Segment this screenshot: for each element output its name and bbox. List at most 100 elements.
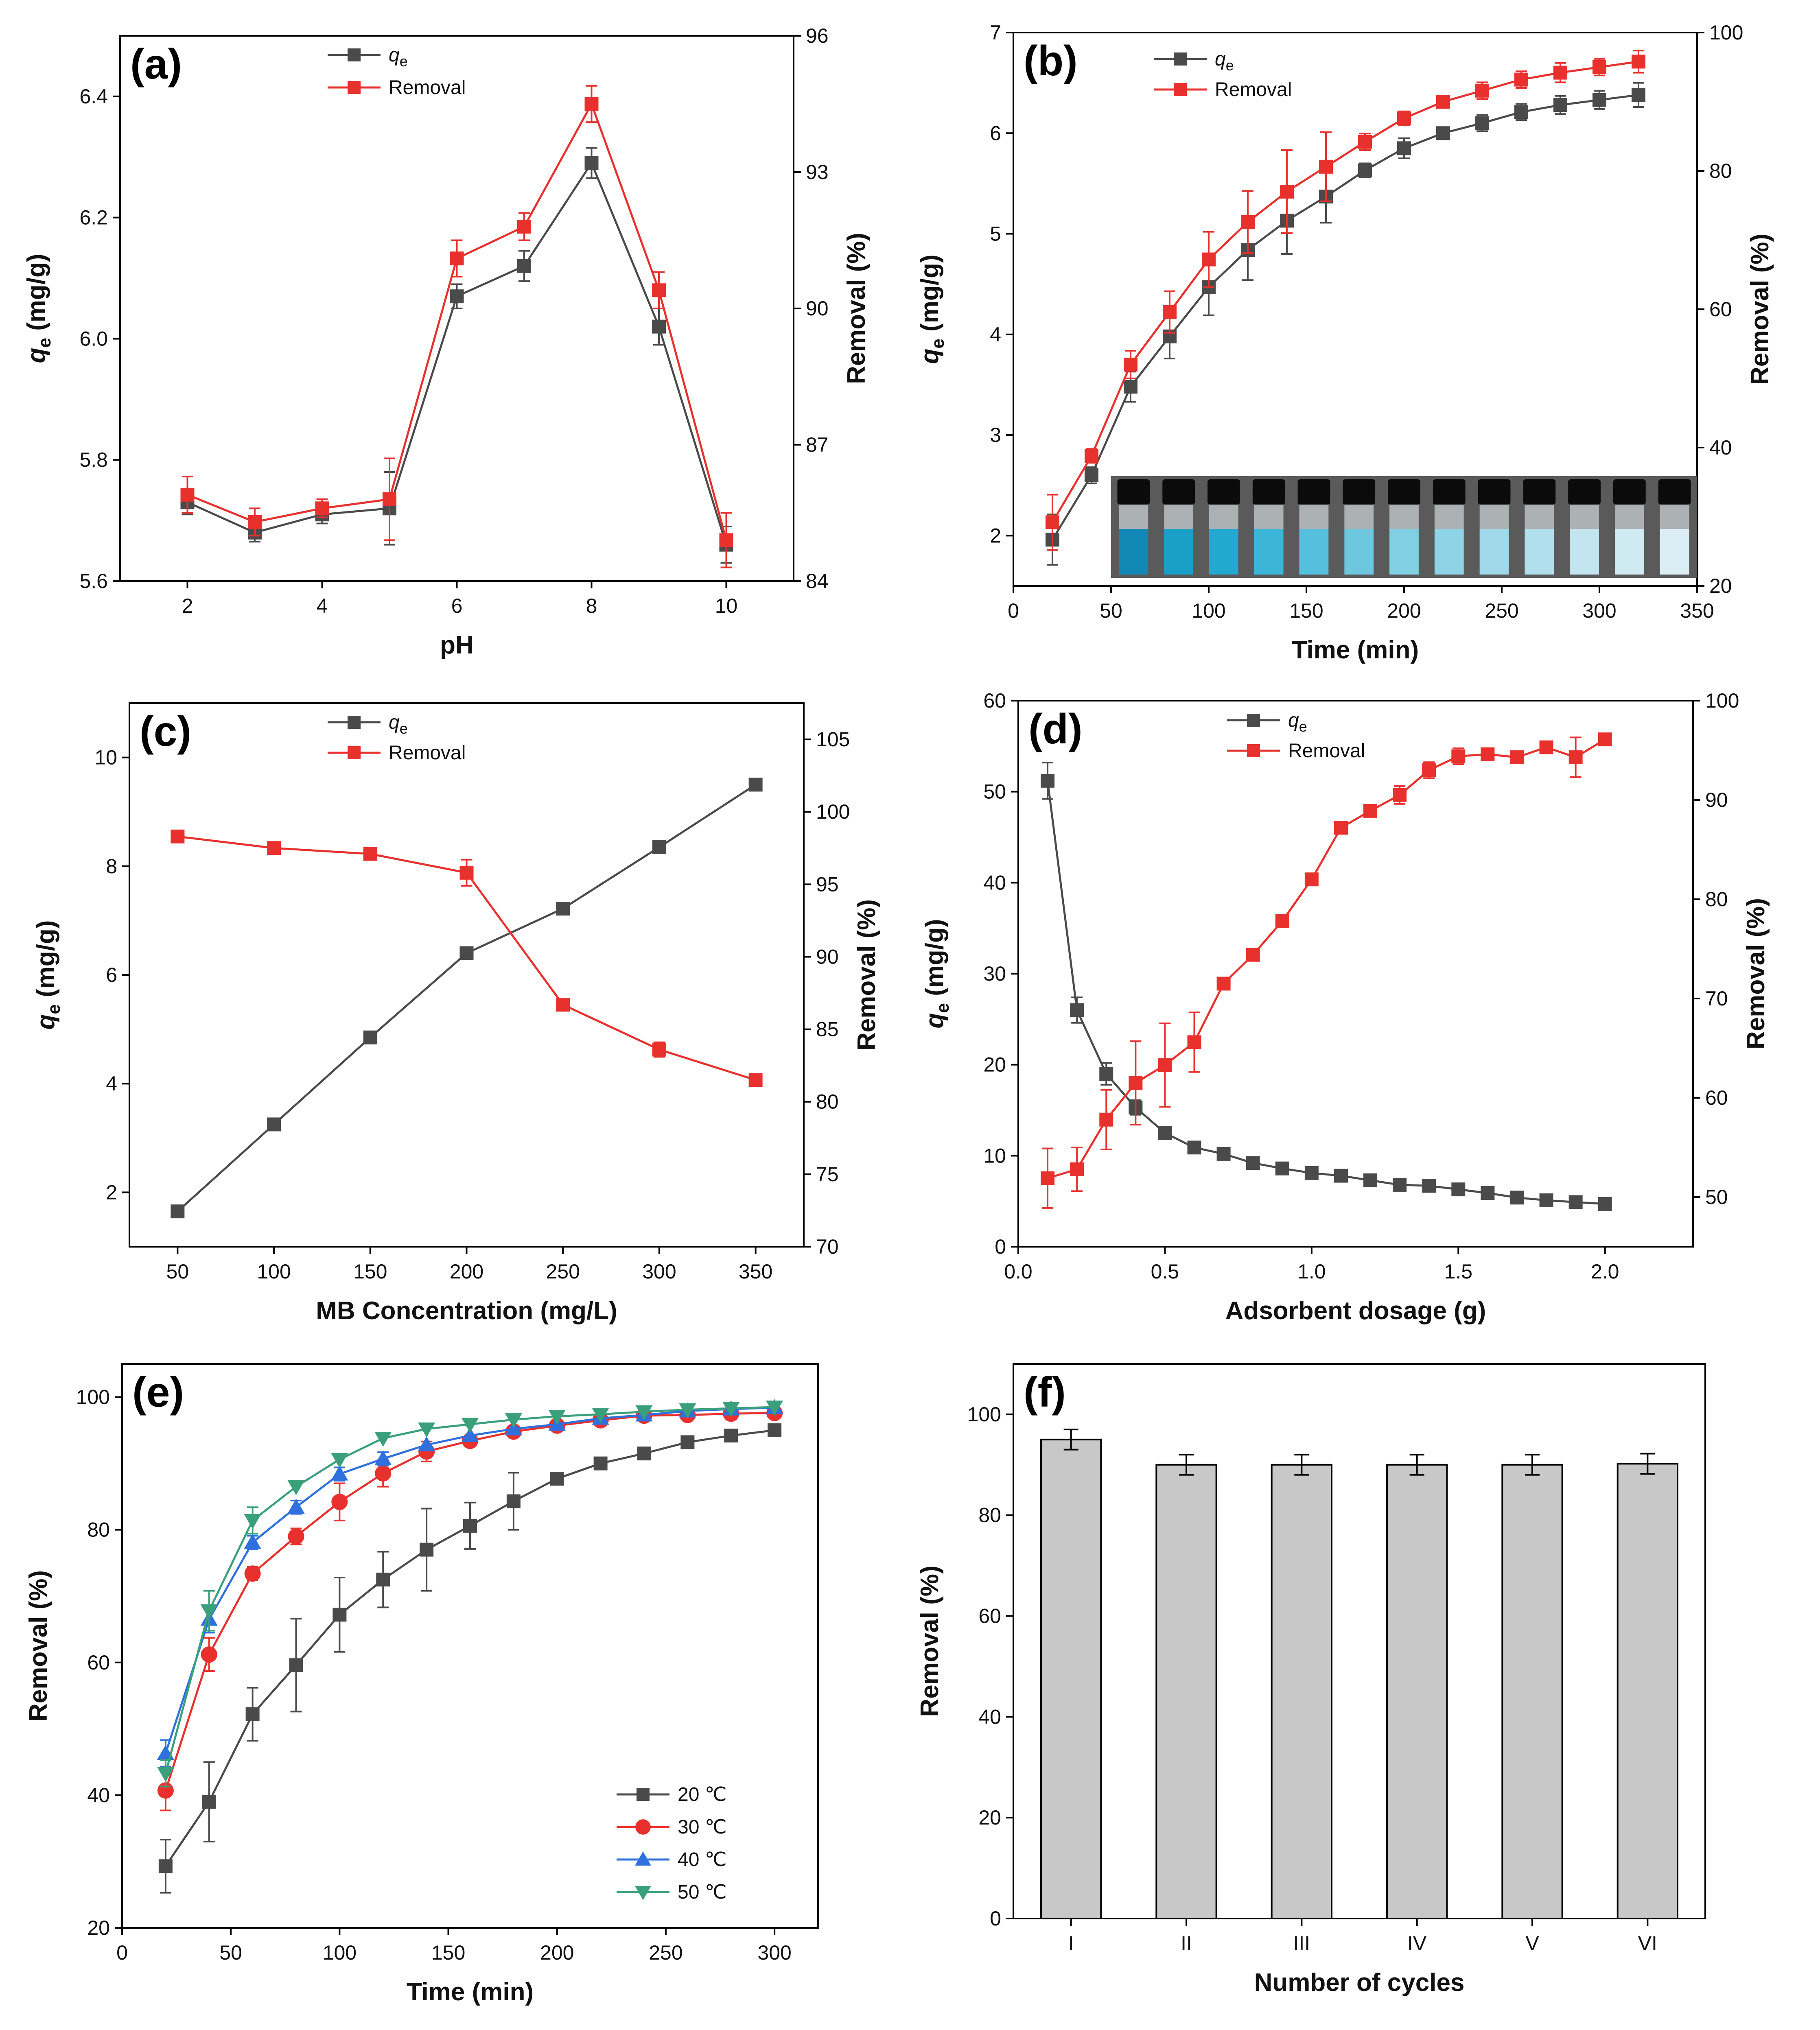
data-point [1216,1147,1231,1161]
data-point [1514,72,1528,87]
data-point [1363,1173,1378,1187]
data-point [267,1117,281,1132]
legend-label: qe [389,44,408,70]
data-point [202,1795,216,1809]
y-axis-title: Removal (%) [24,1570,52,1722]
y-axis-title: qe (mg/g) [916,255,948,364]
legend-label: 50 ℃ [678,1881,727,1903]
vial-liquid [1525,529,1554,575]
data-point [1246,948,1260,962]
data-point [363,847,377,861]
vial-cap [1658,479,1691,505]
y2-tick-label: 105 [816,728,850,751]
data-point [1099,1112,1113,1127]
legend-label: 20 ℃ [678,1784,727,1805]
panel-label: (e) [132,1369,184,1416]
legend-label-main: q [389,44,400,66]
vial-cap [1388,479,1420,505]
legend-marker [348,81,361,94]
data-point [244,1565,261,1582]
vial-cap [1613,479,1646,505]
data-point [592,1408,609,1423]
legend-marker [635,1886,651,1900]
legend-label: qe [1288,710,1307,735]
data-point [1334,1169,1348,1183]
data-point [244,1534,261,1549]
data-point [157,1767,174,1782]
y-tick-label: 20 [983,1053,1006,1076]
data-point [459,946,474,960]
bar [1271,1464,1333,1919]
x-tick-label: 0 [1008,599,1019,622]
vial-liquid [1209,529,1238,575]
legend-label-main: q [1215,48,1226,70]
vial-liquid [1119,529,1148,575]
y2-tick-label: 85 [816,1018,839,1041]
data-point [506,1494,521,1508]
x-tick-label: IV [1407,1932,1427,1955]
data-point [1363,804,1378,818]
bar [1386,1464,1448,1919]
vial-liquid [1389,529,1419,575]
y-tick-label: 0 [990,1907,1001,1930]
legend-label-sub: e [1226,57,1234,74]
data-point [1280,185,1294,199]
vial-glass [1344,505,1374,529]
data-point [1510,1191,1524,1205]
legend-marker [635,1819,651,1835]
data-point [635,1405,653,1420]
x-tick-label: 250 [546,1260,580,1283]
panel-label: (c) [140,708,191,755]
legend-marker [637,1788,650,1801]
y-tick-label: 50 [983,780,1006,803]
legend-label-sub: e [400,53,408,70]
data-point [1481,747,1495,761]
data-point [1124,358,1138,371]
legend-marker [1174,83,1187,96]
y-axis-title-unit: (mg/g) [921,919,949,1003]
data-point [652,283,666,297]
data-point [768,1423,782,1438]
series-d-1 [1041,732,1612,1209]
vial-liquid [1164,529,1194,575]
data-point [1216,977,1231,991]
y2-axis-title: Removal (%) [1742,898,1770,1049]
y-tick-label: 80 [87,1519,110,1541]
data-point [1451,749,1466,763]
x-tick-label: 1.5 [1444,1260,1473,1283]
y-tick-label: 100 [76,1386,110,1409]
x-axis-title: Number of cycles [1254,1969,1465,1997]
data-point [1539,740,1553,754]
data-point [548,1410,566,1425]
x-tick-label: 250 [1485,599,1518,622]
data-point [374,1431,392,1447]
data-point [1475,83,1489,98]
y-axis-title-sub: e [35,338,55,347]
y2-tick-label: 93 [806,161,829,184]
x-axis-title: Time (min) [1292,636,1419,664]
data-point [1099,1067,1113,1081]
y2-axis-title: Removal (%) [853,899,881,1051]
vial-liquid [1660,529,1689,575]
y-tick-label: 30 [983,962,1006,985]
legend-marker [1174,52,1187,66]
legend-marker [1247,744,1260,757]
chart-panel-b: 0 50 100 150 200 250 300 350 2 3 4 5 6 7 20 40 60 80 100 Ti… [916,21,1774,664]
y-axis-title-main: q [916,349,944,364]
vial-cap [1343,479,1376,505]
vial-liquid [1299,529,1329,575]
data-point [1592,60,1606,74]
data-point [1598,1197,1612,1211]
data-point [1304,1166,1319,1180]
x-tick-label: 200 [1387,599,1421,622]
data-point [719,533,733,547]
data-point [315,501,329,516]
y2-axis-title: Removal (%) [1746,234,1774,385]
data-point [331,1453,348,1468]
x-tick-label: II [1181,1932,1192,1955]
data-point [1070,1162,1084,1176]
legend-label-main: q [1288,710,1299,731]
legend-label-sub: e [1299,718,1307,735]
plot-frame [1013,1363,1706,1919]
